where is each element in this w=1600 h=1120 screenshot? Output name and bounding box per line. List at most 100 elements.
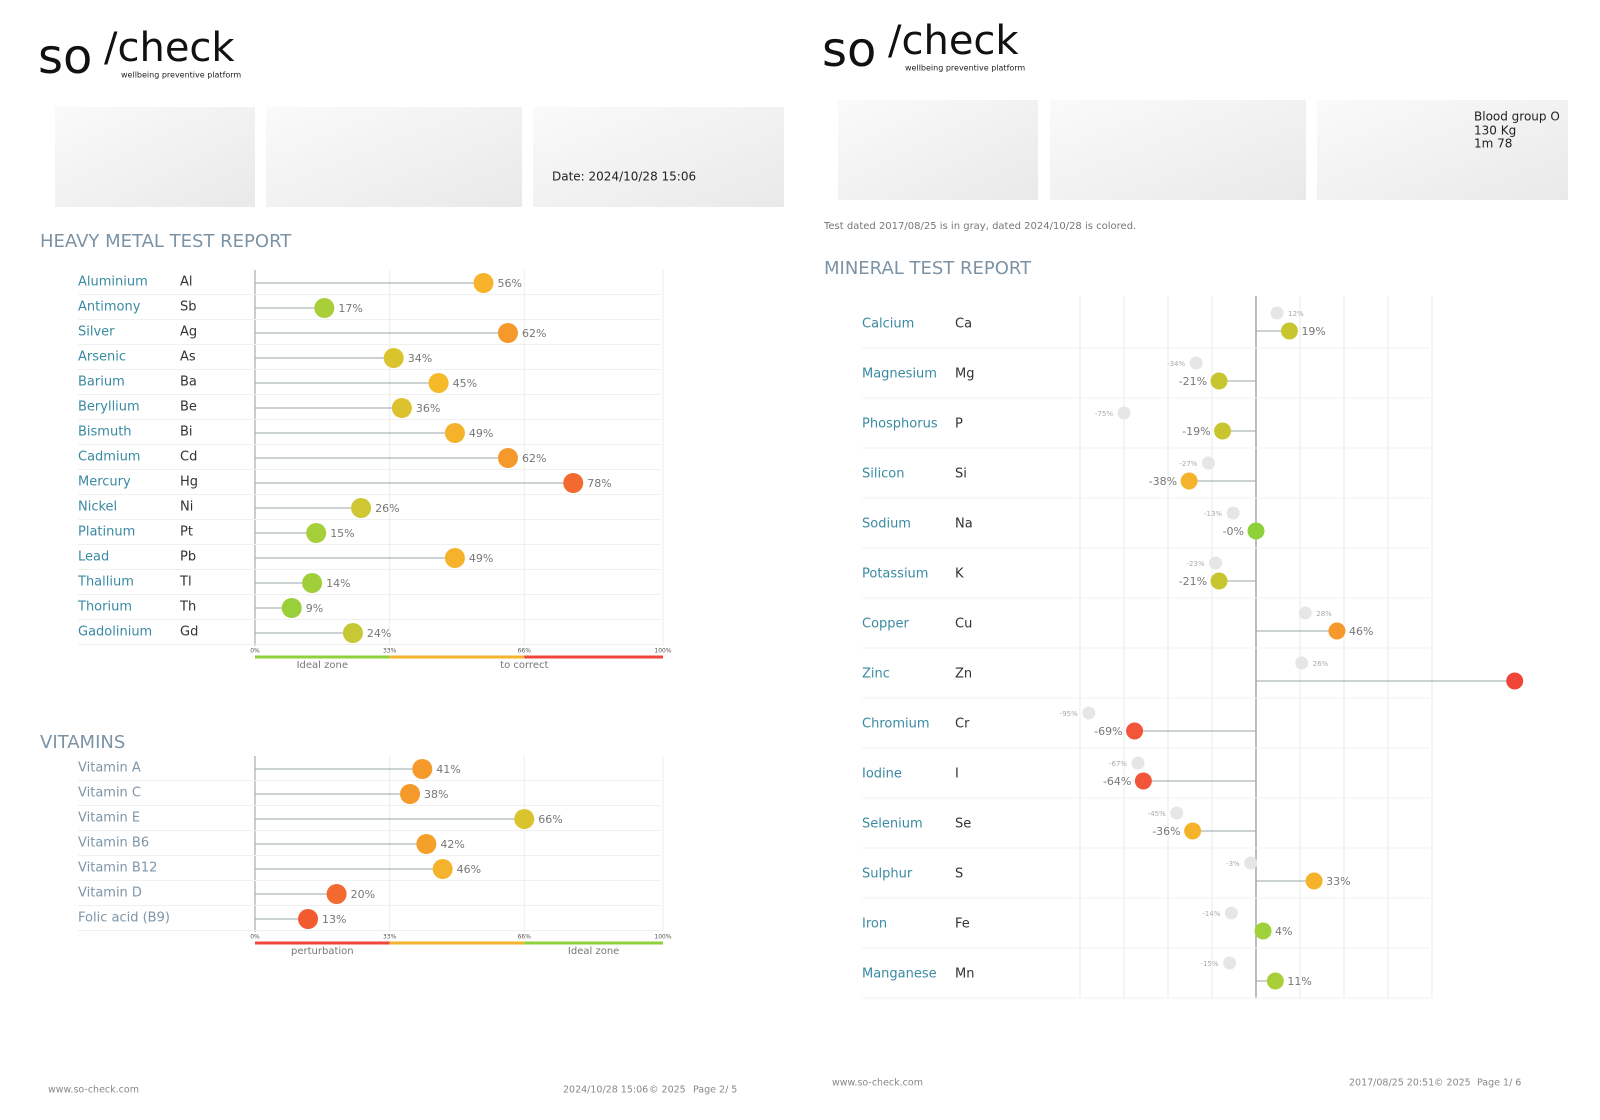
- previous-dot: [1295, 656, 1309, 670]
- dot: [473, 273, 494, 293]
- dot: [326, 884, 347, 904]
- item-name: Vitamin C: [78, 786, 141, 801]
- value-label: 24%: [367, 627, 391, 640]
- previous-dot: [1226, 506, 1240, 520]
- profile-line: Blood group O: [1474, 110, 1560, 124]
- dot: [444, 423, 465, 443]
- right-header: so /check wellbeing preventive platform …: [822, 18, 1568, 1089]
- value-label: 13%: [322, 913, 346, 926]
- dot: [416, 834, 437, 854]
- previous-value-label: -15%: [1201, 960, 1219, 968]
- item-name: Selenium: [862, 817, 923, 832]
- previous-dot: [1298, 606, 1312, 620]
- footer-copyright: © 2025: [649, 1085, 686, 1096]
- dot: [383, 348, 404, 368]
- banner-box: [55, 107, 255, 207]
- value-label: 62%: [522, 452, 546, 465]
- previous-dot: [1209, 556, 1223, 570]
- left-header: so /check wellbeing preventive platform …: [38, 25, 784, 1096]
- item-name: Chromium: [862, 717, 930, 732]
- item-name: Vitamin E: [78, 811, 140, 826]
- item-symbol: Pb: [180, 550, 196, 565]
- item-symbol: Ba: [180, 375, 197, 390]
- item-name: Arsenic: [78, 350, 126, 365]
- item-name: Folic acid (B9): [78, 911, 170, 926]
- item-symbol: I: [955, 767, 959, 782]
- x-tick-label: 0%: [250, 648, 260, 655]
- item-name: Beryllium: [78, 400, 140, 415]
- footer-page: Page 2/ 5: [693, 1085, 737, 1096]
- banner-box: [1317, 100, 1568, 200]
- x-tick-label: 33%: [383, 934, 397, 941]
- value-label: 66%: [538, 813, 562, 826]
- section-title: MINERAL TEST REPORT: [824, 258, 1032, 279]
- value-label: 15%: [330, 527, 354, 540]
- item-symbol: S: [955, 867, 963, 882]
- item-symbol: Na: [955, 517, 973, 532]
- dot: [298, 909, 319, 929]
- item-symbol: Th: [179, 600, 196, 615]
- footer-site: www.so-check.com: [832, 1078, 923, 1089]
- dot: [1305, 872, 1323, 890]
- note: Test dated 2017/08/25 is in gray, dated …: [823, 221, 1136, 232]
- value-label: -19%: [1182, 425, 1210, 438]
- dot: [412, 759, 433, 779]
- value-label: 36%: [416, 402, 440, 415]
- item-name: Iron: [862, 917, 887, 932]
- dot: [302, 573, 323, 593]
- item-symbol: Ca: [955, 317, 972, 332]
- logo-so: so: [822, 22, 876, 78]
- item-name: Iodine: [862, 767, 902, 782]
- previous-value-label: -3%: [1226, 860, 1240, 868]
- item-symbol: Mg: [955, 367, 974, 382]
- item-symbol: Gd: [180, 625, 198, 640]
- previous-value-label: -67%: [1109, 760, 1127, 768]
- previous-value-label: 26%: [1313, 660, 1329, 668]
- dot: [1180, 472, 1198, 490]
- dot: [1214, 422, 1232, 440]
- value-label: -0%: [1223, 525, 1244, 538]
- value-label: 19%: [1301, 325, 1325, 338]
- item-symbol: P: [955, 417, 963, 432]
- dot: [563, 473, 584, 493]
- value-label: -69%: [1094, 725, 1122, 738]
- item-symbol: Mn: [955, 967, 974, 982]
- item-name: Magnesium: [862, 367, 937, 382]
- item-name: Phosphorus: [862, 417, 938, 432]
- item-name: Barium: [78, 375, 125, 390]
- logo-check: /check: [104, 25, 235, 71]
- footer-date: 2024/10/28 15:06: [563, 1085, 648, 1096]
- item-symbol: Ag: [180, 325, 197, 340]
- dot: [497, 448, 518, 468]
- zone-label: Ideal zone: [297, 660, 348, 671]
- banner-box: [1050, 100, 1306, 200]
- item-symbol: K: [955, 567, 964, 582]
- dot: [1134, 772, 1152, 790]
- item-name: Gadolinium: [78, 625, 152, 640]
- previous-value-label: -13%: [1204, 510, 1222, 518]
- logo-check: /check: [888, 18, 1019, 64]
- item-name: Lead: [78, 550, 109, 565]
- item-symbol: Fe: [955, 917, 970, 932]
- dot: [1247, 522, 1265, 540]
- value-label: 46%: [457, 863, 481, 876]
- value-label: 20%: [351, 888, 375, 901]
- value-label: 17%: [338, 302, 362, 315]
- value-label: 49%: [469, 427, 493, 440]
- item-name: Aluminium: [78, 275, 148, 290]
- dot: [1210, 372, 1228, 390]
- value-label: -64%: [1103, 775, 1131, 788]
- footer-copyright: © 2025: [1434, 1078, 1471, 1089]
- item-name: Zinc: [862, 667, 890, 682]
- dot: [1280, 322, 1298, 340]
- item-name: Vitamin A: [78, 761, 141, 776]
- item-name: Vitamin D: [78, 886, 142, 901]
- footer-site: www.so-check.com: [48, 1085, 139, 1096]
- dot: [281, 598, 302, 618]
- item-symbol: Cd: [180, 450, 197, 465]
- value-label: 46%: [1349, 625, 1373, 638]
- dot: [428, 373, 449, 393]
- report-date: Date: 2024/10/28 15:06: [552, 170, 696, 184]
- item-name: Vitamin B6: [78, 836, 149, 851]
